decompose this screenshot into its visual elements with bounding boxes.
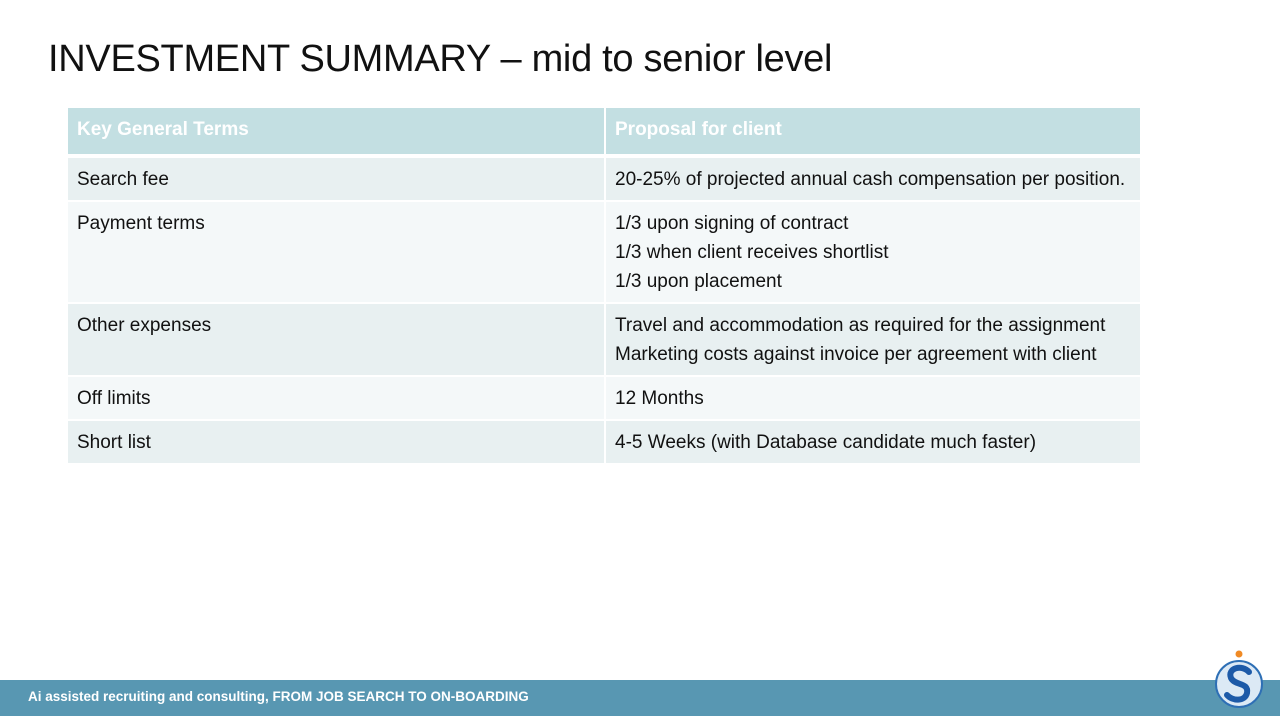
footer-text: Ai assisted recruiting and consulting, F… xyxy=(28,689,529,704)
proposal-line: 4-5 Weeks (with Database candidate much … xyxy=(615,432,1037,453)
term-cell: Off limits xyxy=(68,377,606,421)
table-row: Short list 4-5 Weeks (with Database candi… xyxy=(68,421,1140,465)
table-row: Off limits 12 Months xyxy=(68,377,1140,421)
proposal-line: Travel and accommodation as required for… xyxy=(615,315,1106,336)
header-row: Key General Terms Proposal for client xyxy=(68,108,1140,158)
term-cell: Search fee xyxy=(68,158,606,202)
term-cell: Other expenses xyxy=(68,304,606,377)
proposal-cell: 20-25% of projected annual cash compensa… xyxy=(606,158,1140,202)
slide-title: INVESTMENT SUMMARY – mid to senior level xyxy=(48,38,833,80)
proposal-cell: 12 Months xyxy=(606,377,1140,421)
term-cell: Payment terms xyxy=(68,202,606,304)
summary-table: Key General Terms Proposal for client Se… xyxy=(68,108,1140,465)
proposal-line: 20-25% of projected annual cash compensa… xyxy=(615,169,1126,190)
proposal-line: Marketing costs against invoice per agre… xyxy=(615,344,1097,365)
header-cell: Proposal for client xyxy=(606,108,1140,158)
proposal-line: 1/3 when client receives shortlist xyxy=(615,242,889,263)
proposal-cell: 1/3 upon signing of contract 1/3 when cli… xyxy=(606,202,1140,304)
proposal-line: 12 Months xyxy=(615,388,704,409)
table-head: Key General Terms Proposal for client xyxy=(68,108,1140,158)
proposal-line: 1/3 upon signing of contract xyxy=(615,213,849,234)
table-row: Search fee 20-25% of projected annual cas… xyxy=(68,158,1140,202)
table-row: Other expenses Travel and accommodation a… xyxy=(68,304,1140,377)
header-cell: Key General Terms xyxy=(68,108,606,158)
table-body: Search fee 20-25% of projected annual cas… xyxy=(68,158,1140,465)
proposal-cell: 4-5 Weeks (with Database candidate much … xyxy=(606,421,1140,465)
proposal-line: 1/3 upon placement xyxy=(615,271,782,292)
term-cell: Short list xyxy=(68,421,606,465)
table-row: Payment terms 1/3 upon signing of contrac… xyxy=(68,202,1140,304)
proposal-cell: Travel and accommodation as required for… xyxy=(606,304,1140,377)
logo xyxy=(1215,650,1263,708)
footer-bar: Ai assisted recruiting and consulting, F… xyxy=(0,680,1280,716)
